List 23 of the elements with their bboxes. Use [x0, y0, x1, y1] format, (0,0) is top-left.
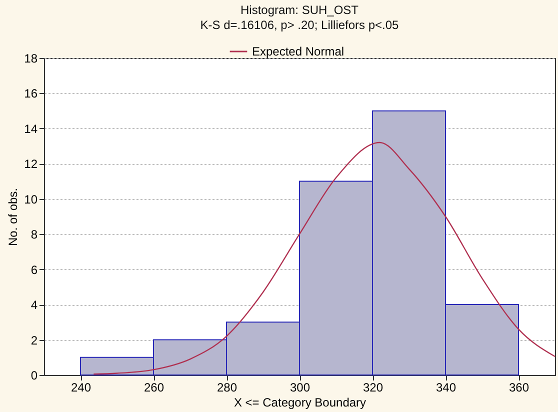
y-tick-label: 14 — [24, 122, 38, 136]
y-tick-label: 6 — [30, 262, 38, 277]
y-tick-label: 0 — [30, 368, 38, 382]
x-axis-title: X <= Category Boundary — [234, 396, 366, 410]
x-tick-label: 340 — [436, 380, 456, 394]
x-tick-label: 300 — [290, 380, 310, 394]
legend-label: Expected Normal — [252, 44, 344, 58]
y-tick-label: 16 — [24, 86, 38, 101]
y-tick-label: 18 — [24, 52, 38, 66]
y-tick-label: 8 — [30, 228, 38, 242]
x-tick-label: 260 — [144, 380, 164, 394]
x-tick-label: 280 — [216, 380, 238, 394]
chart-title: Histogram: SUH_OST — [240, 3, 360, 17]
chart-subtitle: K-S d=.16106, p> .20; Lilliefors p<.05 — [200, 18, 400, 32]
x-tick-label: 240 — [70, 380, 92, 394]
y-tick-label: 12 — [24, 157, 38, 172]
x-tick-label: 360 — [508, 380, 530, 394]
y-tick-label: 10 — [24, 192, 38, 206]
y-tick-label: 2 — [30, 333, 38, 348]
y-axis-title: No. of obs. — [6, 188, 20, 246]
x-tick-label: 320 — [362, 380, 384, 394]
y-tick-label: 4 — [30, 298, 38, 312]
line-series — [93, 142, 556, 375]
